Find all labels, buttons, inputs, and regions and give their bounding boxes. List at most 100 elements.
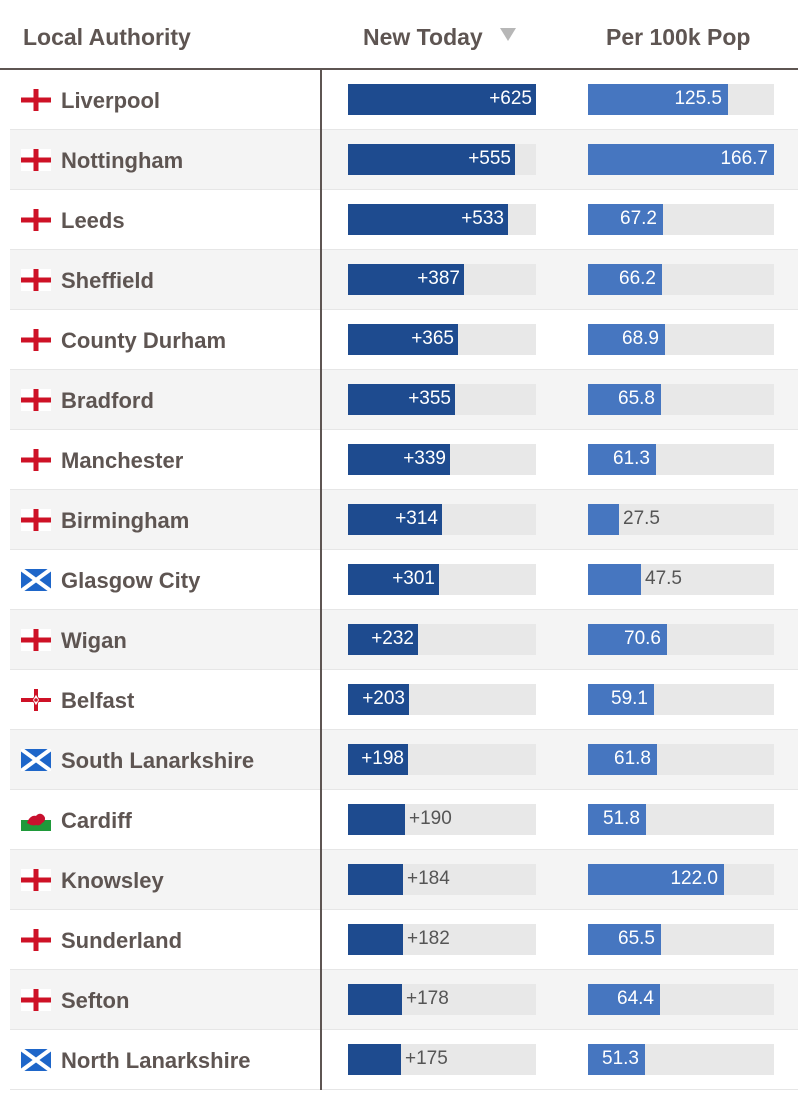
per-100k-bar: [588, 84, 728, 115]
per-100k-value: 65.5: [618, 928, 655, 949]
per-100k-bar: [588, 204, 663, 235]
table-row[interactable]: Cardiff +190 51.8: [10, 790, 798, 850]
table-row[interactable]: County Durham +365 68.9: [10, 310, 798, 370]
new-today-value: +339: [403, 448, 446, 469]
new-today-value: +182: [407, 928, 450, 949]
northern-ireland-flag-icon: [21, 689, 51, 711]
per-100k-value: 125.5: [674, 88, 722, 109]
new-today-bar-track: +555: [348, 144, 536, 175]
new-today-bar-track: +314: [348, 504, 536, 535]
table-row[interactable]: Sunderland +182 65.5: [10, 910, 798, 970]
per-100k-bar: [588, 324, 665, 355]
authority-name: Sheffield: [61, 268, 154, 293]
new-today-bar-track: +365: [348, 324, 536, 355]
england-flag-icon: [21, 329, 51, 351]
new-today-bar: [348, 504, 442, 535]
per-100k-bar: [588, 144, 774, 175]
authority-name: Leeds: [61, 208, 125, 233]
new-today-bar-track: +339: [348, 444, 536, 475]
table-row[interactable]: Leeds +533 67.2: [10, 190, 798, 250]
table-row[interactable]: North Lanarkshire +175 51.3: [10, 1030, 798, 1090]
column-divider: [320, 70, 322, 1090]
per-100k-bar-track: 166.7: [588, 144, 774, 175]
column-header-local-authority[interactable]: Local Authority: [23, 24, 191, 50]
authority-name: Wigan: [61, 628, 127, 653]
new-today-value: +198: [361, 748, 404, 769]
table-row[interactable]: South Lanarkshire +198 61.8: [10, 730, 798, 790]
per-100k-value: 66.2: [619, 268, 656, 289]
table-row[interactable]: Sefton +178 64.4: [10, 970, 798, 1030]
new-today-value: +314: [395, 508, 438, 529]
table-row[interactable]: Liverpool +625 125.5: [10, 70, 798, 130]
new-today-bar: [348, 564, 439, 595]
per-100k-bar: [588, 624, 667, 655]
england-flag-icon: [21, 869, 51, 891]
per-100k-bar-track: 66.2: [588, 264, 774, 295]
column-header-per-100k-pop[interactable]: Per 100k Pop: [606, 24, 751, 50]
authority-name: Nottingham: [61, 148, 184, 173]
per-100k-value: 122.0: [670, 868, 718, 889]
wales-flag-icon: [21, 809, 51, 831]
new-today-bar: [348, 984, 402, 1015]
new-today-bar: [348, 684, 409, 715]
per-100k-value: 51.8: [603, 808, 640, 829]
sort-descending-icon[interactable]: [500, 28, 516, 41]
per-100k-bar-track: 47.5: [588, 564, 774, 595]
per-100k-value: 61.3: [613, 448, 650, 469]
authority-name: Liverpool: [61, 88, 161, 113]
table-row[interactable]: Knowsley +184 122.0: [10, 850, 798, 910]
new-today-value: +625: [489, 88, 532, 109]
table-body: Liverpool +625 125.5 Nottingham +555 166.7 Lee…: [0, 70, 798, 1090]
new-today-value: +301: [392, 568, 435, 589]
table-row[interactable]: Belfast +203 59.1: [10, 670, 798, 730]
authority-name: County Durham: [61, 328, 226, 353]
per-100k-bar-track: 68.9: [588, 324, 774, 355]
column-header-new-today[interactable]: New Today: [363, 24, 483, 50]
england-flag-icon: [21, 269, 51, 291]
per-100k-bar: [588, 564, 641, 595]
per-100k-bar: [588, 684, 654, 715]
per-100k-bar-track: 59.1: [588, 684, 774, 715]
new-today-value: +555: [468, 148, 511, 169]
authority-name: Bradford: [61, 388, 154, 413]
per-100k-bar: [588, 264, 662, 295]
table-row[interactable]: Wigan +232 70.6: [10, 610, 798, 670]
new-today-bar-track: +232: [348, 624, 536, 655]
table-row[interactable]: Manchester +339 61.3: [10, 430, 798, 490]
per-100k-bar: [588, 864, 724, 895]
table-row[interactable]: Glasgow City +301 47.5: [10, 550, 798, 610]
new-today-value: +533: [461, 208, 504, 229]
new-today-bar-track: +175: [348, 1044, 536, 1075]
england-flag-icon: [21, 929, 51, 951]
new-today-bar: [348, 744, 408, 775]
authority-name: South Lanarkshire: [61, 748, 255, 773]
per-100k-bar: [588, 804, 646, 835]
new-today-value: +175: [405, 1048, 448, 1069]
per-100k-value: 47.5: [645, 568, 682, 589]
table-row[interactable]: Bradford +355 65.8: [10, 370, 798, 430]
england-flag-icon: [21, 209, 51, 231]
authority-name: Glasgow City: [61, 568, 201, 593]
table-row[interactable]: Nottingham +555 166.7: [10, 130, 798, 190]
new-today-bar: [348, 264, 464, 295]
new-today-bar: [348, 204, 508, 235]
new-today-bar: [348, 924, 403, 955]
england-flag-icon: [21, 449, 51, 471]
new-today-bar-track: +198: [348, 744, 536, 775]
per-100k-bar: [588, 384, 661, 415]
new-today-bar: [348, 324, 458, 355]
per-100k-bar: [588, 1044, 645, 1075]
new-today-bar-track: +625: [348, 84, 536, 115]
table-row[interactable]: Sheffield +387 66.2: [10, 250, 798, 310]
scotland-flag-icon: [21, 569, 51, 591]
new-today-value: +232: [371, 628, 414, 649]
per-100k-value: 64.4: [617, 988, 654, 1009]
authority-name: Cardiff: [61, 808, 132, 833]
per-100k-bar-track: 61.8: [588, 744, 774, 775]
table-row[interactable]: Birmingham +314 27.5: [10, 490, 798, 550]
per-100k-value: 61.8: [614, 748, 651, 769]
scotland-flag-icon: [21, 749, 51, 771]
per-100k-value: 67.2: [620, 208, 657, 229]
new-today-bar: [348, 444, 450, 475]
